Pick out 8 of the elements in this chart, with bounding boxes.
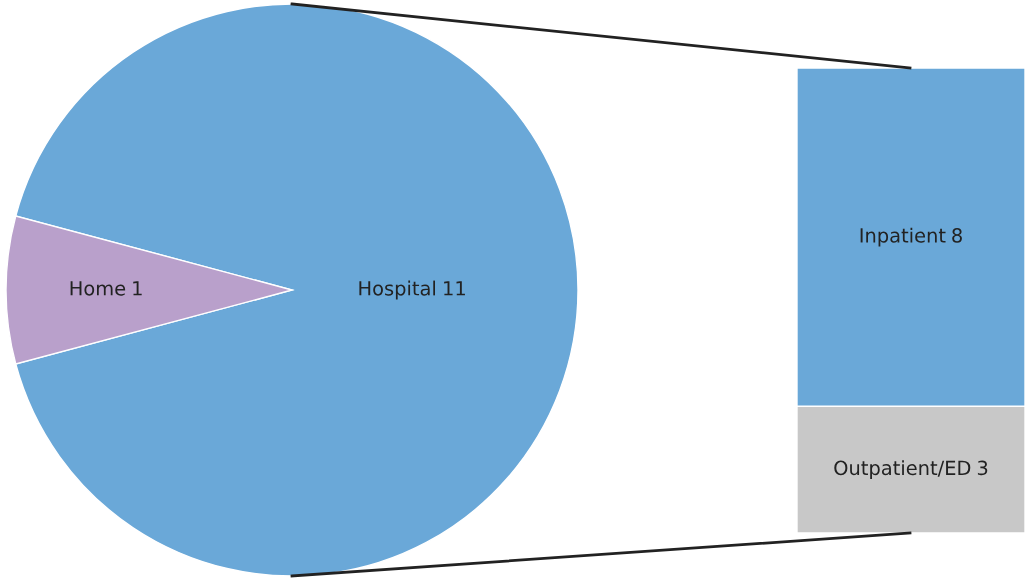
data-label: 1: [133, 281, 142, 296]
series-label: Outpatient/ED: [834, 460, 971, 479]
series-label: Inpatient: [860, 227, 946, 247]
data-label: 8: [952, 228, 962, 243]
slice-label: Home: [70, 281, 126, 296]
data-label: 11: [444, 281, 465, 296]
data-label: 3: [977, 460, 988, 476]
slice-label: Hospital: [359, 280, 436, 300]
